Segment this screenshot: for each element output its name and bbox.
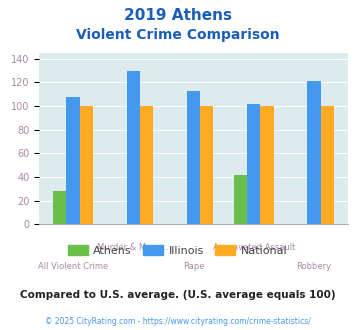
Bar: [321, 106, 334, 224]
Bar: [307, 81, 321, 224]
Text: Aggravated Assault: Aggravated Assault: [213, 243, 295, 252]
Bar: [80, 106, 93, 224]
Bar: [187, 91, 200, 224]
Bar: [234, 175, 247, 224]
Legend: Athens, Illinois, National: Athens, Illinois, National: [63, 240, 292, 260]
Text: Violent Crime Comparison: Violent Crime Comparison: [76, 28, 279, 42]
Text: © 2025 CityRating.com - https://www.cityrating.com/crime-statistics/: © 2025 CityRating.com - https://www.city…: [45, 317, 310, 326]
Text: Compared to U.S. average. (U.S. average equals 100): Compared to U.S. average. (U.S. average …: [20, 290, 335, 300]
Bar: [127, 71, 140, 224]
Bar: [140, 106, 153, 224]
Bar: [200, 106, 213, 224]
Text: All Violent Crime: All Violent Crime: [38, 262, 108, 271]
Bar: [53, 191, 66, 224]
Text: Robbery: Robbery: [296, 262, 332, 271]
Bar: [66, 97, 80, 224]
Bar: [247, 104, 260, 224]
Text: Murder & Mans...: Murder & Mans...: [97, 243, 169, 252]
Text: Rape: Rape: [183, 262, 204, 271]
Bar: [260, 106, 274, 224]
Text: 2019 Athens: 2019 Athens: [124, 8, 231, 23]
